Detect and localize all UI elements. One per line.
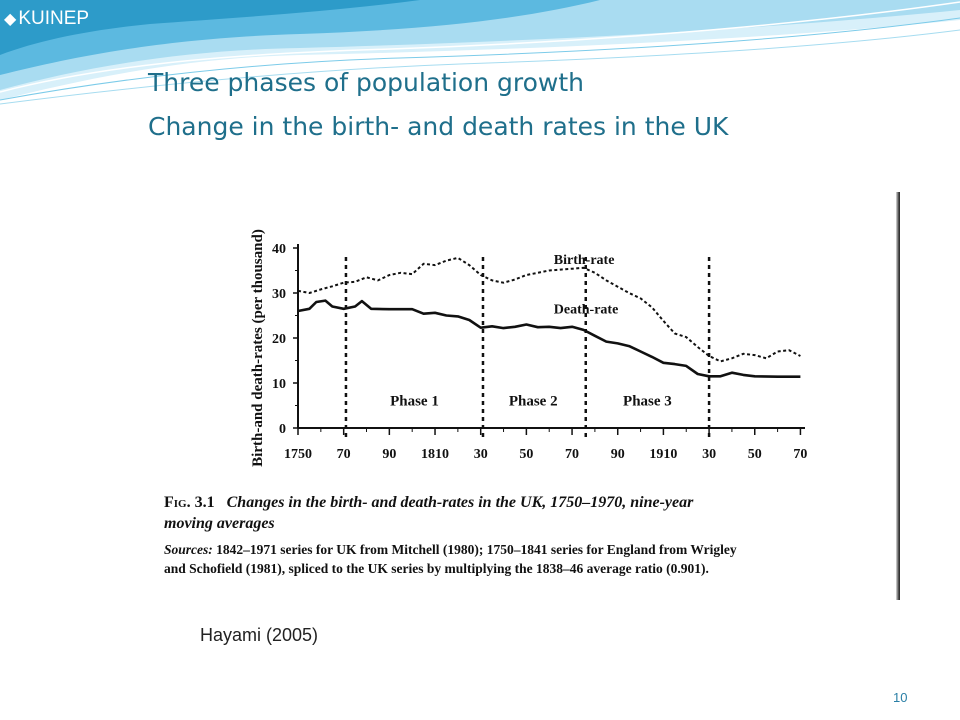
x-tick-label: 30 xyxy=(702,447,716,462)
figure-sources: Sources: 1842–1971 series for UK from Mi… xyxy=(164,542,737,558)
phase-boundaries xyxy=(344,257,711,438)
x-tick-label: 90 xyxy=(382,447,396,462)
y-tick-label: 30 xyxy=(272,287,286,302)
attribution: Hayami (2005) xyxy=(200,625,319,645)
y-tick-label: 40 xyxy=(272,242,286,257)
x-tick-label: 30 xyxy=(474,447,488,462)
x-tick-label: 50 xyxy=(519,447,533,462)
birth-rate-line xyxy=(297,256,801,363)
figure-caption: Fig. 3.1 Changes in the birth- and death… xyxy=(164,494,693,512)
scan-edge xyxy=(896,192,900,600)
x-tick-label: 1910 xyxy=(649,447,677,462)
figure-caption-title: Changes in the birth- and death-rates in… xyxy=(226,494,694,511)
figure-sources-cont: and Schofield (1981), spliced to the UK … xyxy=(164,561,709,576)
chart-labels: Birth-and death-rates (per thousand) Birt… xyxy=(250,229,672,467)
slide-title-line-1: Three phases of population growth xyxy=(148,68,584,97)
y-tick-label: 0 xyxy=(279,422,286,437)
chart-series xyxy=(297,256,801,378)
chart-axes: 0 10 20 30 40 1750 70 90 1810 30 50 70 90 1910 30 50 70 xyxy=(272,242,807,462)
slide-title-line-2: Change in the birth- and death rates in … xyxy=(148,112,729,141)
y-axis-label: Birth-and death-rates (per thousand) xyxy=(250,229,266,467)
figure-label: Fig. 3.1 xyxy=(164,494,215,511)
figure-panel: 0 10 20 30 40 1750 70 90 1810 30 50 70 90 1910 30 50 70 … xyxy=(155,192,900,600)
phase-label: Phase 3 xyxy=(623,394,672,410)
page-number: 10 xyxy=(893,690,908,705)
sources-label: Sources: xyxy=(164,542,213,557)
sources-text: 1842–1971 series for UK from Mitchell (1… xyxy=(216,542,737,557)
x-tick-label: 70 xyxy=(793,447,807,462)
x-tick-label: 50 xyxy=(748,447,762,462)
x-tick-label: 1810 xyxy=(421,447,449,462)
figure-caption-title-cont: moving averages xyxy=(164,515,275,532)
x-tick-label: 70 xyxy=(565,447,579,462)
x-tick-label: 1750 xyxy=(284,447,312,462)
header-wave-decoration xyxy=(0,0,960,105)
diamond-icon: ◆ xyxy=(4,11,17,28)
y-tick-label: 10 xyxy=(272,377,286,392)
death-rate-line xyxy=(297,299,801,378)
logo-text: KUINEP xyxy=(18,8,90,29)
x-tick-label: 90 xyxy=(611,447,625,462)
logo: ◆ KUINEP xyxy=(4,8,89,30)
series-label: Birth-rate xyxy=(554,253,615,268)
phase-label: Phase 1 xyxy=(390,394,439,410)
series-label: Death-rate xyxy=(554,303,619,318)
phase-label: Phase 2 xyxy=(509,394,558,410)
y-tick-label: 20 xyxy=(272,332,286,347)
x-tick-label: 70 xyxy=(337,447,351,462)
